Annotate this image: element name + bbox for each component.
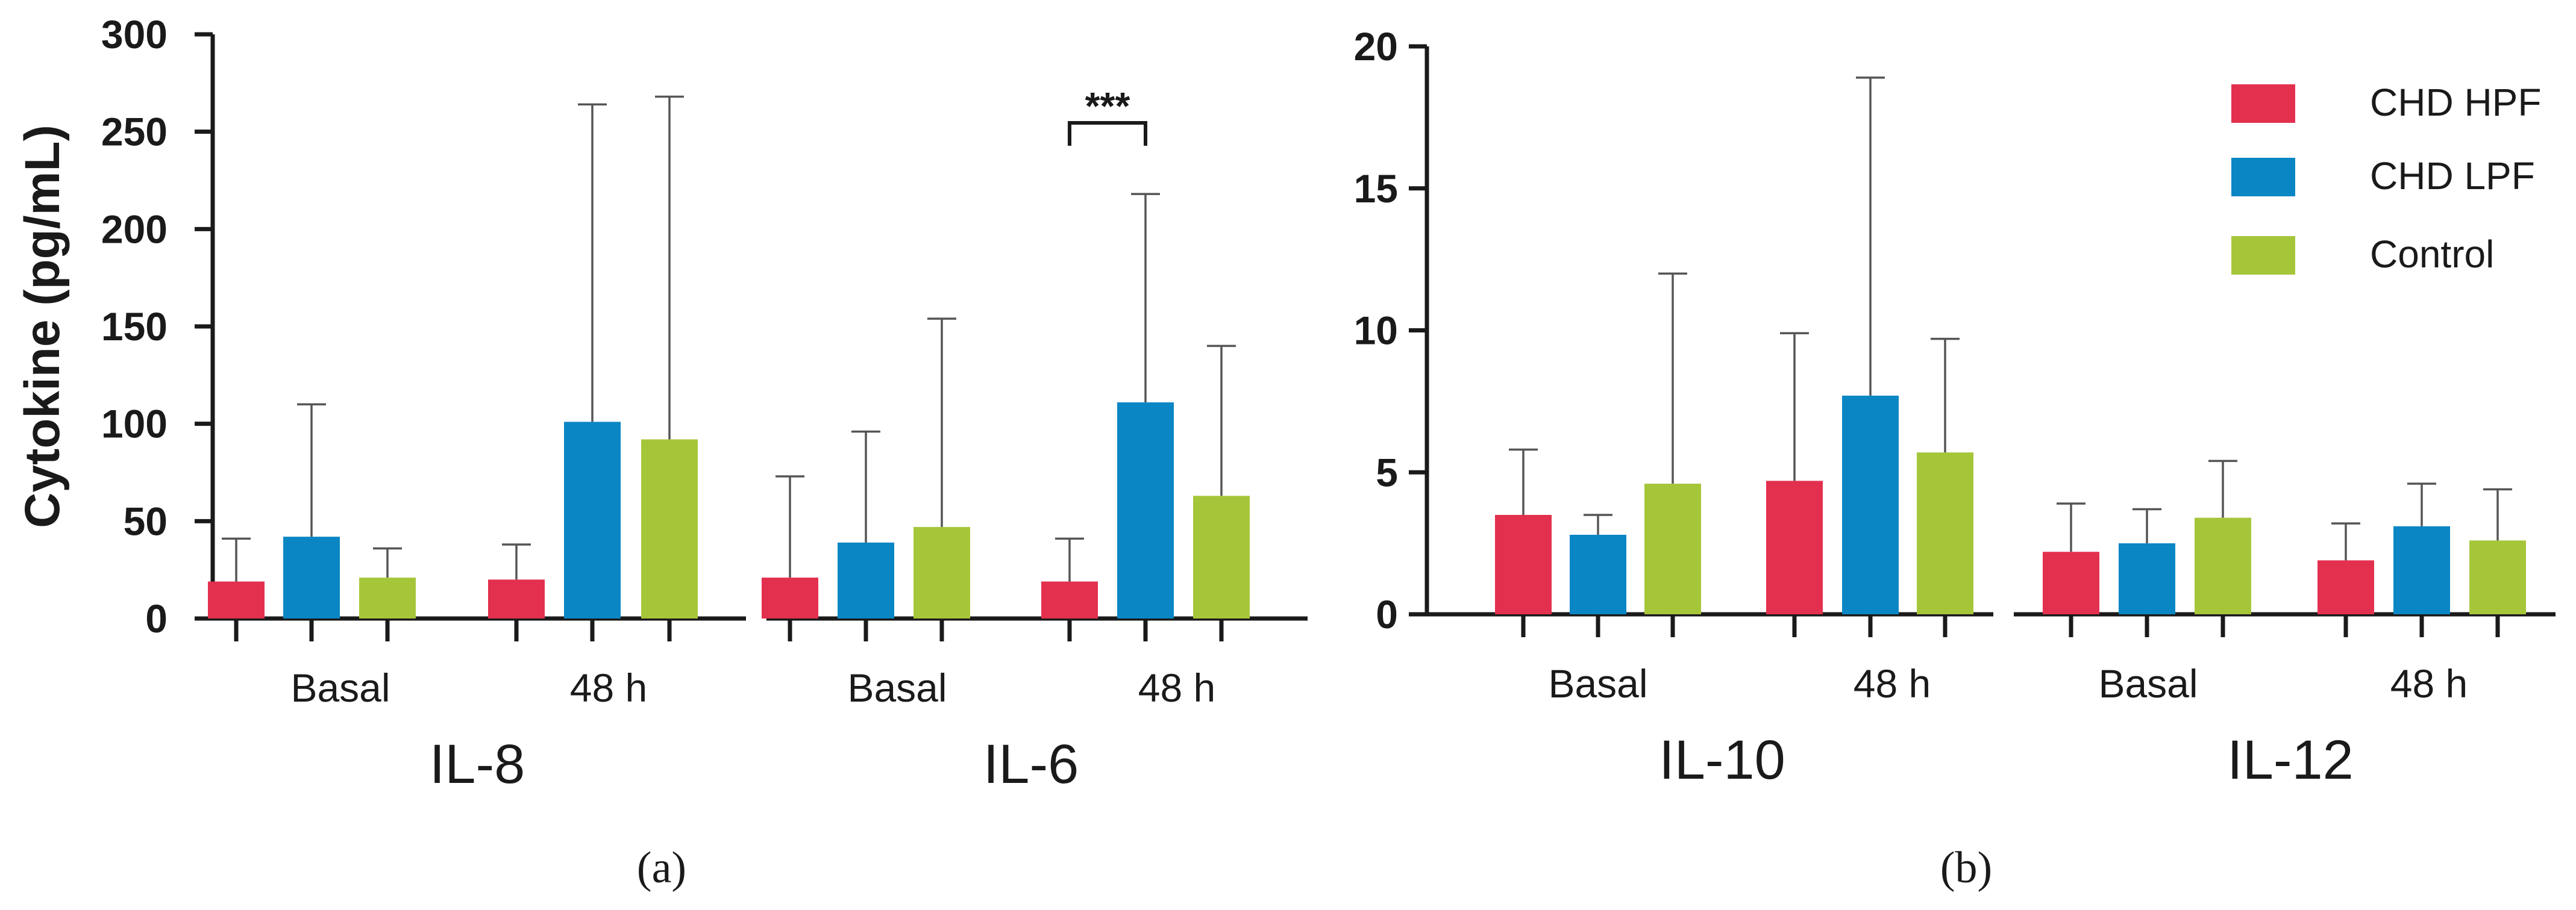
- bar-chd-lpf: [564, 422, 621, 619]
- bar-chd-lpf: [283, 537, 340, 619]
- bar-chd-lpf: [2119, 543, 2175, 614]
- y-tick-label: 20: [1354, 24, 1398, 69]
- bar-control: [914, 527, 970, 619]
- x-tick-label: 48 h: [570, 665, 647, 710]
- bar-chd-hpf: [208, 581, 265, 619]
- bar-chd-lpf: [1842, 395, 1899, 614]
- x-tick-label: 48 h: [1854, 661, 1931, 706]
- bar-chd-hpf: [488, 579, 545, 619]
- y-tick-label: 10: [1354, 308, 1398, 353]
- significance-label: ***: [1085, 84, 1130, 128]
- y-tick-label: 15: [1354, 166, 1398, 211]
- panel-label: (a): [637, 843, 686, 893]
- group-label: IL-10: [1659, 729, 1785, 791]
- x-tick-label: Basal: [290, 665, 390, 710]
- y-axis-label: Cytokine (pg/mL): [15, 125, 70, 528]
- x-tick-label: 48 h: [2390, 661, 2468, 706]
- y-tick-label: 150: [101, 304, 168, 349]
- group-label: IL-6: [983, 734, 1079, 795]
- group-label: IL-8: [430, 734, 525, 795]
- bar-control: [1193, 496, 1250, 619]
- bar-chd-hpf: [2317, 560, 2374, 614]
- y-tick-label: 100: [101, 402, 168, 446]
- bar-chd-hpf: [1495, 514, 1552, 614]
- bar-chd-lpf: [838, 542, 894, 619]
- y-tick-label: 50: [124, 499, 168, 543]
- bar-control: [1917, 452, 1973, 614]
- legend-label: CHD LPF: [2370, 154, 2535, 198]
- bar-chd-lpf: [2393, 526, 2450, 614]
- panel-label: (b): [1940, 843, 1992, 893]
- bar-chd-lpf: [1570, 534, 1626, 614]
- bar-control: [359, 578, 416, 619]
- bar-chd-hpf: [2043, 552, 2099, 614]
- bar-chd-hpf: [1041, 581, 1098, 619]
- y-tick-label: 0: [145, 596, 168, 641]
- y-tick-label: 200: [101, 207, 168, 251]
- bar-chd-lpf: [1117, 402, 1174, 619]
- significance-bracket: [1068, 121, 1147, 146]
- bar-chd-hpf: [762, 578, 818, 619]
- x-tick-label: Basal: [1548, 661, 1647, 706]
- x-tick-label: 48 h: [1138, 665, 1215, 710]
- y-tick-label: 300: [101, 12, 168, 57]
- y-tick-label: 5: [1376, 450, 1398, 494]
- bar-control: [641, 439, 698, 619]
- legend-label: Control: [2370, 232, 2494, 276]
- bar-control: [1644, 484, 1701, 614]
- legend-label: CHD HPF: [2370, 81, 2541, 124]
- legend-swatch: [2231, 236, 2295, 275]
- group-label: IL-12: [2227, 729, 2354, 791]
- bar-chd-hpf: [1766, 481, 1823, 614]
- bar-control: [2469, 540, 2526, 614]
- y-tick-label: 0: [1376, 592, 1398, 637]
- y-tick-label: 250: [101, 110, 168, 154]
- legend-swatch: [2231, 158, 2295, 196]
- x-tick-label: Basal: [847, 665, 947, 710]
- legend-swatch: [2231, 84, 2295, 123]
- x-tick-label: Basal: [2098, 661, 2198, 706]
- bar-control: [2195, 517, 2251, 614]
